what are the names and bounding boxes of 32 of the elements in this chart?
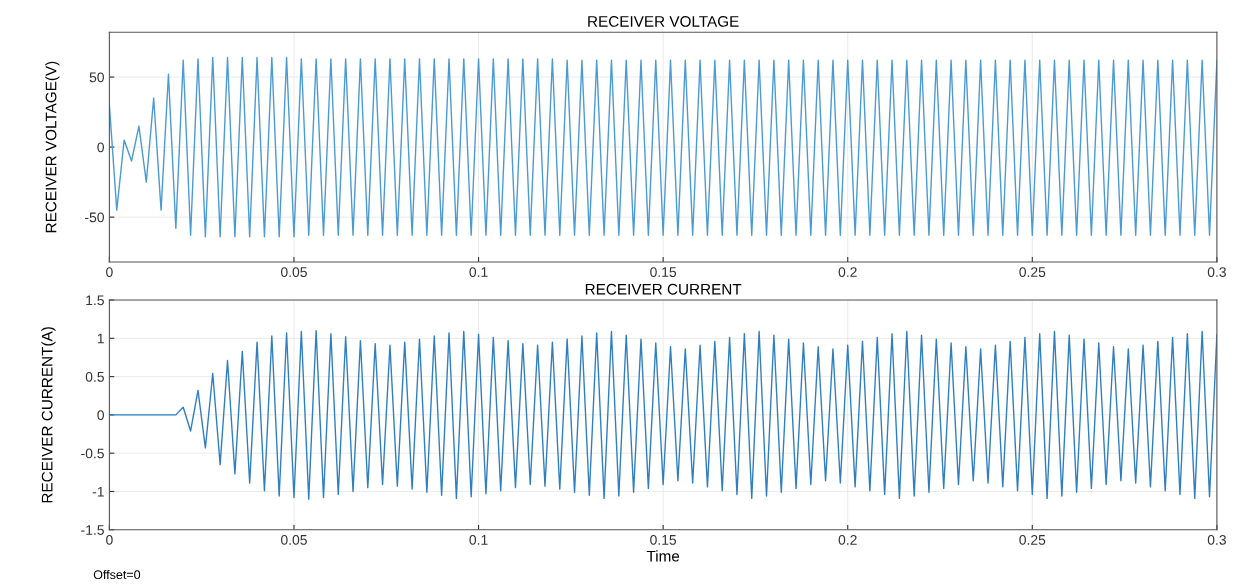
y-tick-label: -1.5 xyxy=(81,525,104,535)
y-axis-title: RECEIVER CURRENT(A) xyxy=(41,327,56,503)
y-tick-label: 1 xyxy=(97,333,104,344)
y-tick-label: -50 xyxy=(85,212,104,223)
x-tick-label: 0.05 xyxy=(281,534,307,545)
text: Offset=0 xyxy=(93,569,141,580)
x-axis-title: Time xyxy=(646,550,680,562)
y-tick-label: 50 xyxy=(89,72,104,83)
y-tick-label: -1 xyxy=(92,486,104,497)
line-series xyxy=(109,56,1217,238)
chart-title: RECEIVER VOLTAGE xyxy=(588,16,739,27)
x-tick-label: 0.15 xyxy=(650,267,677,277)
x-tick-label: 0.1 xyxy=(469,267,488,277)
x-tick-label: 0.25 xyxy=(1019,534,1046,545)
x-tick-label: 0.15 xyxy=(650,534,677,545)
y-tick-label: 1.5 xyxy=(86,295,104,306)
y-tick-label: 0.5 xyxy=(85,371,104,382)
x-tick-label: 0.2 xyxy=(838,267,857,277)
y-tick-label: -0.5 xyxy=(81,448,104,459)
y-axis-title: RECEIVER VOLTAGE(V) xyxy=(45,61,60,233)
x-tick-label: 0.1 xyxy=(469,534,488,545)
x-tick-label: 0.2 xyxy=(838,534,857,545)
x-tick-label: 0.3 xyxy=(1207,267,1226,277)
x-tick-label: 0 xyxy=(106,267,113,277)
x-tick-label: 0 xyxy=(106,534,113,545)
chart-title: RECEIVER CURRENT xyxy=(585,283,742,295)
y-tick-label: 0 xyxy=(97,142,104,153)
x-tick-label: 0.3 xyxy=(1207,534,1226,545)
x-tick-label: 0.25 xyxy=(1019,267,1046,277)
y-tick-label: 0 xyxy=(97,410,104,421)
x-tick-label: 0.05 xyxy=(281,267,307,277)
line-series xyxy=(109,329,1217,500)
